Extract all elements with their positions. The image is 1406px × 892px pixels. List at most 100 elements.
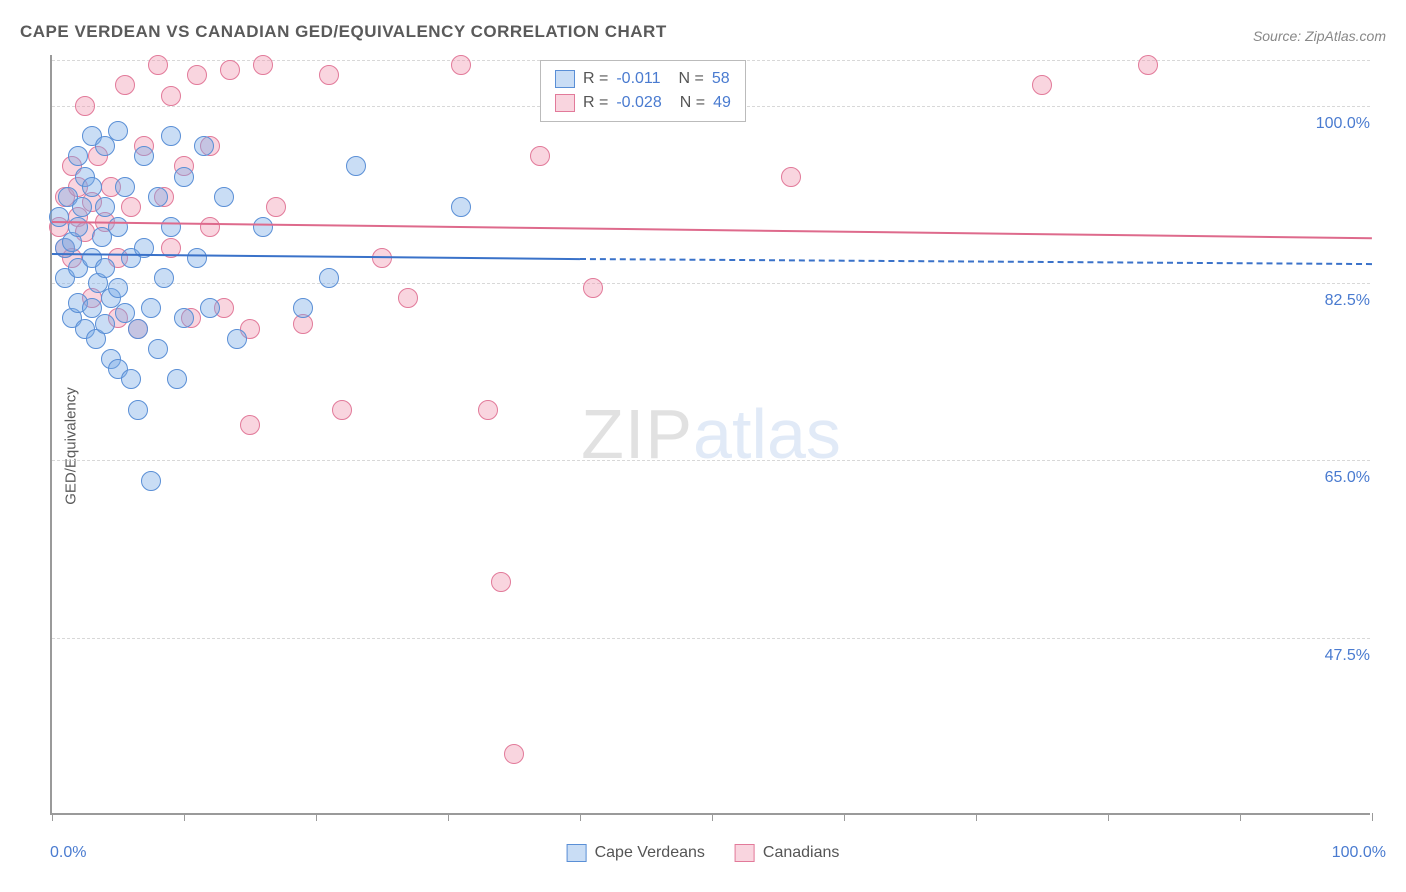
x-tick bbox=[316, 813, 317, 821]
legend-top-stats: R = -0.011 N = 58 R = -0.028 N = 49 bbox=[540, 60, 746, 122]
data-point-a bbox=[293, 298, 313, 318]
data-point-b bbox=[332, 400, 352, 420]
y-tick-label: 82.5% bbox=[1323, 292, 1372, 310]
data-point-b bbox=[187, 65, 207, 85]
x-tick bbox=[448, 813, 449, 821]
data-point-a bbox=[108, 121, 128, 141]
data-point-a bbox=[174, 167, 194, 187]
data-point-a bbox=[95, 258, 115, 278]
data-point-b bbox=[319, 65, 339, 85]
data-point-a bbox=[148, 187, 168, 207]
r-value-a: -0.011 bbox=[616, 67, 660, 91]
data-point-b bbox=[266, 197, 286, 217]
y-tick-label: 100.0% bbox=[1314, 115, 1372, 133]
data-point-b bbox=[253, 55, 273, 75]
data-point-b bbox=[148, 55, 168, 75]
data-point-a bbox=[214, 187, 234, 207]
data-point-a bbox=[108, 217, 128, 237]
legend-label-a: Cape Verdeans bbox=[595, 844, 705, 862]
n-label-a: N = bbox=[679, 67, 704, 91]
data-point-a bbox=[49, 207, 69, 227]
r-label-b: R = bbox=[583, 91, 608, 115]
legend-bottom: Cape Verdeans Canadians bbox=[567, 844, 840, 862]
data-point-a bbox=[154, 268, 174, 288]
data-point-b bbox=[451, 55, 471, 75]
data-point-a bbox=[95, 314, 115, 334]
data-point-a bbox=[148, 339, 168, 359]
legend-swatch-b bbox=[735, 844, 755, 862]
x-tick bbox=[712, 813, 713, 821]
data-point-a bbox=[121, 369, 141, 389]
data-point-a bbox=[128, 400, 148, 420]
gridline bbox=[52, 283, 1370, 284]
data-point-b bbox=[200, 217, 220, 237]
data-point-b bbox=[478, 400, 498, 420]
data-point-b bbox=[1032, 75, 1052, 95]
data-point-a bbox=[161, 217, 181, 237]
data-point-a bbox=[194, 136, 214, 156]
legend-top-swatch-b bbox=[555, 94, 575, 112]
data-point-a bbox=[174, 308, 194, 328]
source-attribution: Source: ZipAtlas.com bbox=[1253, 28, 1386, 44]
watermark: ZIPatlas bbox=[581, 394, 841, 474]
n-value-a: 58 bbox=[712, 67, 730, 91]
data-point-a bbox=[187, 248, 207, 268]
data-point-a bbox=[161, 126, 181, 146]
data-point-a bbox=[167, 369, 187, 389]
data-point-b bbox=[115, 75, 135, 95]
y-tick-label: 47.5% bbox=[1323, 647, 1372, 665]
r-value-b: -0.028 bbox=[616, 91, 661, 115]
y-tick-label: 65.0% bbox=[1323, 469, 1372, 487]
data-point-a bbox=[141, 298, 161, 318]
data-point-b bbox=[781, 167, 801, 187]
data-point-a bbox=[253, 217, 273, 237]
data-point-a bbox=[451, 197, 471, 217]
x-tick bbox=[844, 813, 845, 821]
legend-swatch-a bbox=[567, 844, 587, 862]
x-tick bbox=[1240, 813, 1241, 821]
legend-top-swatch-a bbox=[555, 70, 575, 88]
x-tick bbox=[1108, 813, 1109, 821]
n-label-b: N = bbox=[680, 91, 705, 115]
data-point-b bbox=[240, 415, 260, 435]
data-point-a bbox=[346, 156, 366, 176]
legend-label-b: Canadians bbox=[763, 844, 840, 862]
data-point-b bbox=[583, 278, 603, 298]
chart-title: CAPE VERDEAN VS CANADIAN GED/EQUIVALENCY… bbox=[20, 22, 667, 42]
r-label-a: R = bbox=[583, 67, 608, 91]
x-tick bbox=[1372, 813, 1373, 821]
data-point-a bbox=[141, 471, 161, 491]
legend-stats-row-b: R = -0.028 N = 49 bbox=[555, 91, 731, 115]
data-point-a bbox=[227, 329, 247, 349]
x-tick bbox=[580, 813, 581, 821]
data-point-a bbox=[134, 146, 154, 166]
data-point-a bbox=[128, 319, 148, 339]
data-point-a bbox=[82, 177, 102, 197]
trend-line bbox=[580, 258, 1372, 265]
data-point-a bbox=[200, 298, 220, 318]
scatter-plot-area: ZIPatlas 47.5% 65.0% 82.5% 100.0% bbox=[50, 55, 1370, 815]
data-point-a bbox=[68, 146, 88, 166]
data-point-b bbox=[398, 288, 418, 308]
data-point-b bbox=[1138, 55, 1158, 75]
data-point-a bbox=[108, 278, 128, 298]
x-tick bbox=[184, 813, 185, 821]
gridline bbox=[52, 460, 1370, 461]
gridline bbox=[52, 638, 1370, 639]
data-point-a bbox=[319, 268, 339, 288]
legend-stats-row-a: R = -0.011 N = 58 bbox=[555, 67, 731, 91]
data-point-b bbox=[75, 96, 95, 116]
trend-line bbox=[52, 221, 1372, 239]
data-point-b bbox=[530, 146, 550, 166]
x-axis-max-label: 100.0% bbox=[1332, 844, 1386, 862]
data-point-b bbox=[504, 744, 524, 764]
data-point-a bbox=[115, 177, 135, 197]
legend-item-a: Cape Verdeans bbox=[567, 844, 705, 862]
x-axis-min-label: 0.0% bbox=[50, 844, 86, 862]
data-point-b bbox=[491, 572, 511, 592]
data-point-a bbox=[95, 197, 115, 217]
data-point-b bbox=[161, 86, 181, 106]
data-point-b bbox=[220, 60, 240, 80]
n-value-b: 49 bbox=[713, 91, 731, 115]
data-point-a bbox=[72, 197, 92, 217]
